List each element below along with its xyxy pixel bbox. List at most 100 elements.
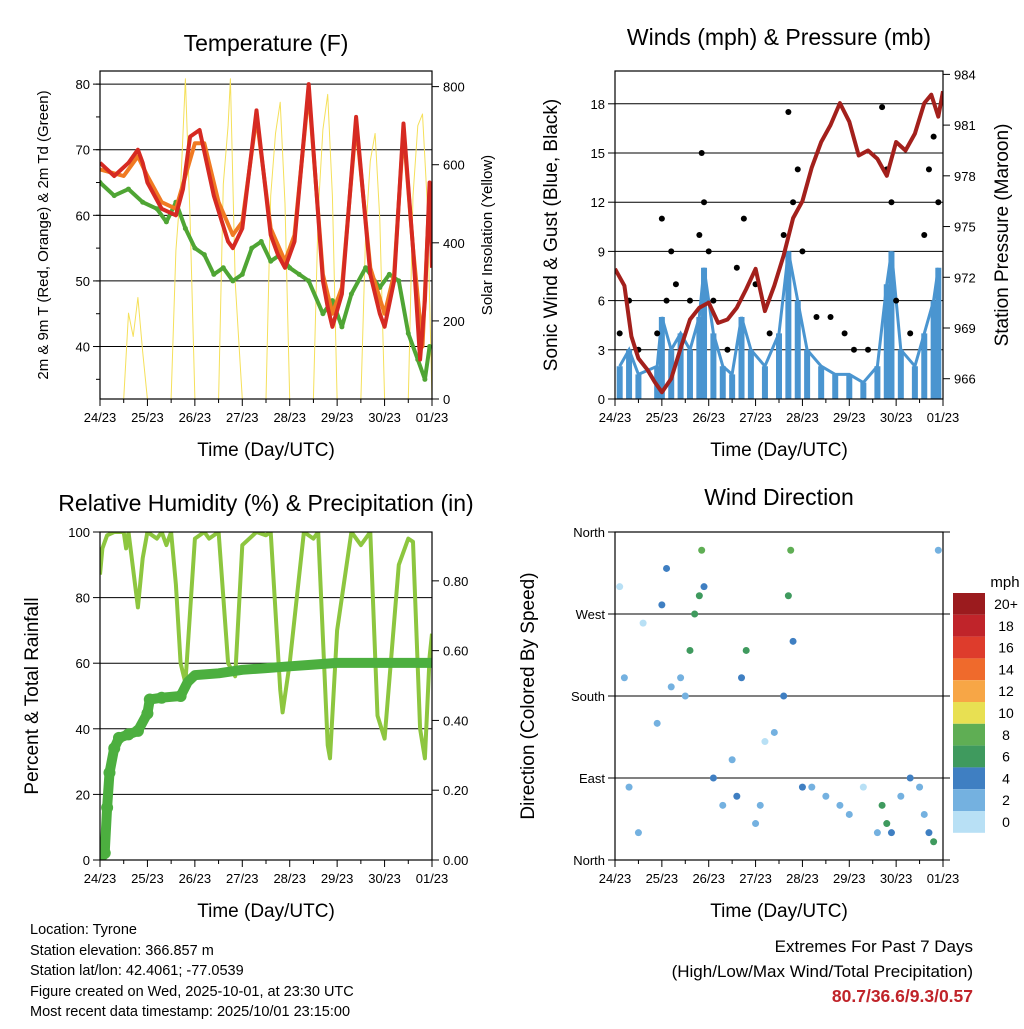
y-tick-label: 80 — [76, 591, 90, 606]
colorbar-swatch — [953, 702, 985, 724]
direction-point — [625, 783, 633, 791]
direction-point — [780, 692, 788, 700]
y-tick-label: East — [579, 771, 605, 786]
direction-point — [761, 738, 769, 746]
temperature-plot-area — [100, 78, 432, 399]
gust-point — [696, 232, 703, 238]
direction-point — [845, 810, 853, 818]
gust-point — [907, 330, 914, 337]
gust-point — [710, 297, 717, 304]
colorbar-label: 0 — [1002, 814, 1010, 830]
direction-point — [784, 592, 792, 600]
gust-point — [865, 346, 872, 353]
extremes-subtitle: (High/Low/Max Wind/Total Precipitation) — [671, 962, 973, 981]
gust-point — [668, 248, 675, 255]
x-tick-label: 01/23 — [927, 871, 960, 886]
extremes-title: Extremes For Past 7 Days — [774, 937, 973, 956]
direction-point — [616, 583, 624, 591]
td-point — [182, 225, 188, 231]
td-point — [163, 219, 169, 225]
y2-tick-label: 966 — [954, 372, 976, 387]
direction-point — [733, 792, 741, 800]
y-tick-label: West — [576, 607, 606, 622]
y-tick-label: 80 — [76, 77, 90, 92]
gust-point — [686, 297, 693, 304]
td-point — [287, 265, 293, 271]
series-station-pressure — [615, 90, 943, 395]
direction-point — [887, 829, 895, 837]
td-point — [100, 180, 103, 186]
direction-point — [906, 774, 914, 782]
direction-point — [770, 728, 778, 736]
y2-tick-label: 975 — [954, 220, 976, 235]
x-tick-label: 27/23 — [226, 410, 259, 425]
td-point — [363, 265, 369, 271]
gust-point — [925, 166, 932, 173]
gust-point — [733, 264, 740, 271]
colorbar-swatch — [953, 811, 985, 833]
winddir-chart: Wind Direction North East South West North 24/… — [518, 484, 1020, 922]
direction-point — [653, 719, 661, 727]
direction-point — [897, 792, 905, 800]
direction-point — [620, 674, 628, 682]
colorbar-label: 2 — [1002, 792, 1010, 808]
direction-point — [873, 829, 881, 837]
colorbar-label: 16 — [998, 640, 1014, 656]
precip-point — [108, 742, 121, 755]
temperature-frame — [99, 70, 433, 400]
direction-point — [677, 674, 685, 682]
y2-tick-label: 0.80 — [443, 574, 468, 589]
x-tick-label: 25/23 — [131, 871, 164, 886]
y-tick-label: 3 — [598, 343, 605, 358]
winds-xlabel: Time (Day/UTC) — [710, 440, 848, 461]
direction-point — [752, 820, 760, 828]
td-point — [427, 344, 432, 350]
td-point — [230, 278, 236, 284]
x-tick-label: 29/23 — [833, 871, 866, 886]
y2-tick-label: 969 — [954, 321, 976, 336]
x-tick-label: 01/23 — [927, 410, 960, 425]
station-latlon: Station lat/lon: 42.4061; -77.0539 — [30, 963, 244, 979]
y2-tick-label: 200 — [443, 314, 465, 329]
temperature-title: Temperature (F) — [184, 30, 349, 56]
y2-tick-label: 0.40 — [443, 713, 468, 728]
colorbar-label: 4 — [1002, 770, 1010, 786]
colorbar-label: 12 — [998, 683, 1014, 699]
direction-point — [634, 829, 642, 837]
precip-point — [112, 731, 125, 744]
direction-point — [686, 646, 694, 654]
x-tick-label: 30/23 — [368, 410, 401, 425]
station-elevation: Station elevation: 366.857 m — [30, 942, 214, 959]
winds-plot-area — [615, 90, 943, 399]
humidity-chart: Relative Humidity (%) & Precipitation (i… — [22, 490, 474, 922]
precip-point — [141, 707, 154, 720]
colorbar-label: 14 — [998, 661, 1014, 677]
winddir-xlabel: Time (Day/UTC) — [710, 901, 848, 922]
td-point — [258, 239, 264, 245]
y2-tick-label: 0.20 — [443, 783, 468, 798]
direction-point — [916, 783, 924, 791]
winddir-frame — [614, 531, 944, 861]
x-tick-label: 29/23 — [321, 410, 354, 425]
gust-point — [827, 314, 834, 320]
y-tick-label: 70 — [76, 143, 90, 158]
winddir-plot-area — [616, 546, 942, 846]
x-tick-label: 27/23 — [739, 871, 772, 886]
humidity-frame — [99, 531, 433, 861]
direction-point — [709, 774, 717, 782]
direction-point — [658, 601, 666, 609]
precip-point — [100, 847, 111, 860]
direction-point — [667, 683, 675, 691]
direction-point — [883, 820, 891, 828]
x-tick-label: 26/23 — [179, 871, 212, 886]
x-tick-label: 24/23 — [84, 410, 117, 425]
x-tick-label: 26/23 — [692, 871, 725, 886]
y-tick-label: 20 — [76, 787, 90, 802]
winds-frame — [614, 70, 944, 400]
gust-point — [616, 330, 623, 337]
humidity-xlabel: Time (Day/UTC) — [197, 901, 335, 922]
x-tick-label: 01/23 — [416, 410, 449, 425]
colorbar-swatch — [953, 593, 985, 615]
y2-tick-label: 978 — [954, 169, 976, 184]
